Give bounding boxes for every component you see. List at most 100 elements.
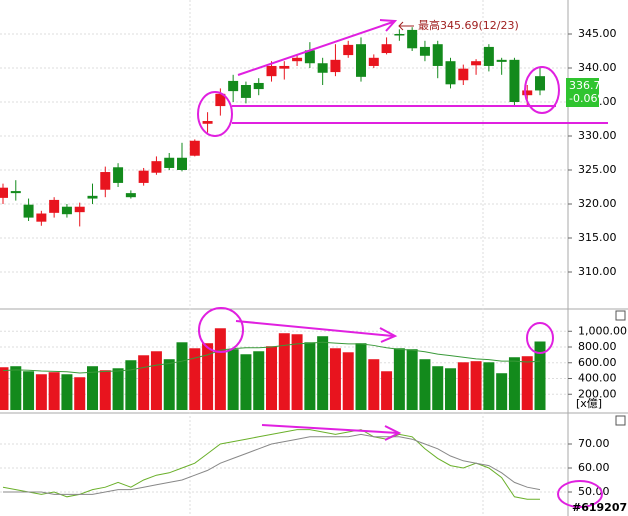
y-tick-label: 50.00	[578, 485, 610, 498]
candle-body	[113, 167, 124, 183]
marks: 310.00315.00320.00325.00330.00335.00340.…	[0, 27, 627, 500]
volume-bar	[483, 362, 495, 410]
arrow-head	[379, 19, 398, 32]
volume-bar	[35, 374, 47, 410]
circle	[526, 322, 554, 354]
indicator-line	[2, 429, 541, 500]
volume-bar	[99, 370, 111, 410]
candle-body	[522, 90, 533, 96]
code-label: #619207	[572, 501, 627, 514]
y-tick-label: 400.00	[578, 372, 617, 385]
pointer-head	[398, 21, 404, 31]
candle-body	[509, 59, 520, 102]
volume-bar	[61, 374, 73, 410]
volume-bar	[74, 377, 86, 410]
candle-body	[36, 213, 47, 222]
volume-bar	[355, 343, 367, 410]
volume-bar	[163, 359, 175, 410]
trend-arrow	[261, 424, 399, 434]
y-tick-label: 345.00	[578, 27, 617, 40]
volume-bar	[202, 343, 214, 410]
price-box	[566, 78, 599, 107]
volume-bar	[342, 352, 354, 410]
y-tick-label: 315.00	[578, 231, 617, 244]
annotations: 最高345.69(12/23) 336.74 -0.06% [x億] #6192…	[197, 18, 627, 514]
candle-body	[381, 44, 392, 54]
candle-body	[266, 65, 277, 77]
candle-body	[61, 206, 72, 215]
volume-bar	[521, 356, 533, 410]
volume-bar	[317, 336, 329, 410]
volume-bar	[432, 366, 444, 410]
volume-bar	[240, 354, 252, 410]
volume-bar	[138, 355, 150, 410]
high-label: 最高345.69(12/23)	[418, 18, 519, 32]
candle-body	[368, 57, 379, 66]
candle-body	[356, 44, 367, 77]
close-icon[interactable]	[615, 310, 626, 321]
candle-body	[240, 85, 251, 98]
volume-bar	[406, 349, 418, 410]
candle-body	[0, 187, 8, 198]
volume-bar	[176, 342, 188, 410]
candle-body	[253, 82, 264, 90]
candle-body	[407, 29, 418, 49]
y-tick-label: 330.00	[578, 129, 617, 142]
volume-bar	[534, 341, 546, 410]
y-tick-label: 60.00	[578, 461, 610, 474]
candle-body	[330, 59, 341, 73]
candle-body	[74, 206, 85, 213]
candle-body	[100, 172, 111, 190]
volume-bar	[304, 342, 316, 410]
candle-body	[215, 93, 226, 107]
candle-body	[496, 59, 507, 62]
volume-bar	[419, 359, 431, 410]
candle-body	[49, 199, 60, 213]
volume-bar	[23, 371, 35, 410]
candle-body	[151, 161, 162, 173]
volume-bar	[381, 371, 393, 410]
indicator-line	[3, 433, 541, 495]
candle-body	[419, 46, 430, 56]
volume-bar	[87, 366, 99, 410]
y-tick-label: 600.00	[578, 356, 617, 369]
volume-bar	[329, 348, 341, 410]
volume-bar	[112, 368, 124, 410]
arrow-head	[384, 425, 402, 441]
volume-bar	[496, 373, 508, 410]
volume-bar	[189, 348, 201, 410]
candle-body	[125, 193, 136, 198]
y-tick-label: 325.00	[578, 163, 617, 176]
volume-bar	[0, 367, 9, 410]
y-tick-label: 800.00	[578, 340, 617, 353]
candle-body	[23, 204, 34, 218]
candle-body	[87, 195, 98, 199]
y-tick-label: 310.00	[578, 265, 617, 278]
volume-bar	[393, 348, 405, 410]
candle-body	[432, 44, 443, 66]
unit-label: [x億]	[576, 397, 602, 410]
candle-body	[189, 140, 200, 156]
circle	[198, 307, 244, 353]
arrow-head	[379, 327, 398, 343]
average-line	[2, 341, 541, 374]
volume-bar	[150, 351, 162, 410]
candle-body	[279, 65, 290, 69]
last-price: 336.74	[569, 79, 608, 92]
y-tick-label: 320.00	[578, 197, 617, 210]
close-icon[interactable]	[615, 415, 626, 426]
y-tick-label: 340.00	[578, 61, 617, 74]
change-label: -0.06%	[569, 92, 608, 105]
candle-body	[317, 63, 328, 73]
volume-bar	[214, 328, 226, 410]
volume-bar	[10, 366, 22, 410]
volume-bar	[470, 361, 482, 410]
volume-bar	[291, 334, 303, 410]
y-tick-label: 70.00	[578, 437, 610, 450]
volume-bar	[48, 372, 60, 410]
trend-arrow	[237, 21, 394, 76]
candle-body	[10, 191, 21, 194]
circle	[524, 66, 560, 114]
